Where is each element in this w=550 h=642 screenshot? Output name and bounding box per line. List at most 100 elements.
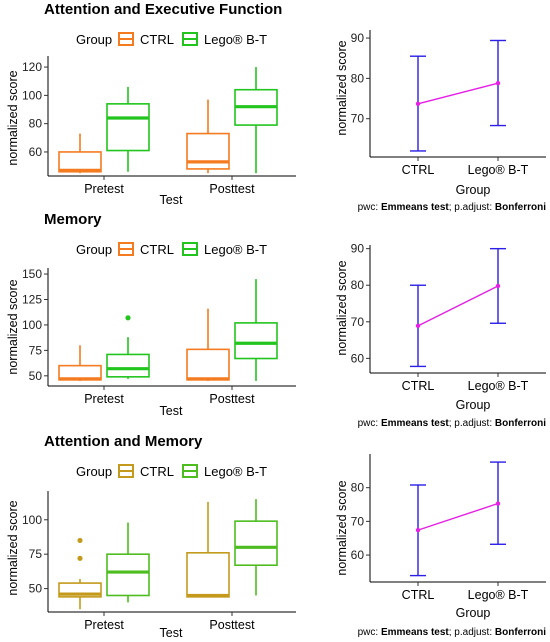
y-tick-label: 100 (22, 88, 42, 102)
y-axis-label: normalized score (335, 260, 349, 355)
y-axis-label: normalized score (335, 480, 349, 575)
chart-title: Attention and Memory (44, 433, 203, 450)
x-axis-label: Test (160, 193, 183, 207)
box-posttest-ctrl (186, 501, 230, 598)
y-tick-label: 75 (29, 547, 43, 561)
legend-label-lego: Lego® B-T (204, 32, 267, 47)
y-tick-label: 75 (29, 343, 43, 357)
boxplot-memory: Memory Group CTRL Lego® B-T normalized s… (6, 211, 296, 418)
legend-label-ctrl: CTRL (140, 464, 174, 479)
y-tick-label: 60 (29, 145, 43, 159)
x-axis-label: Test (160, 626, 183, 640)
y-tick-label: 70 (351, 315, 365, 329)
mean-connector-line (417, 82, 499, 105)
y-axis-label: normalized score (6, 500, 20, 595)
errorbar-lego (490, 247, 506, 324)
pwc-caption: pwc: Emmeans test; p.adjust: Bonferroni (358, 418, 547, 429)
box-posttest-lego (234, 67, 278, 174)
mean-point (495, 283, 501, 289)
legend-label-ctrl: CTRL (140, 242, 174, 257)
outlier-point (125, 315, 131, 321)
box-pretest-lego (106, 522, 150, 603)
box-pretest-lego (106, 315, 150, 379)
x-tick-label: CTRL (402, 379, 435, 393)
box-posttest-lego (234, 499, 278, 596)
mean-point (415, 323, 421, 329)
boxplot-attention-executive: Attention and Executive Function Group C… (6, 1, 296, 207)
x-tick-label: Pretest (84, 182, 124, 196)
y-tick-label: 90 (351, 242, 365, 256)
legend-title: Group (76, 242, 112, 257)
y-tick-label: 60 (351, 548, 365, 562)
y-axis-label: normalized score (6, 70, 20, 165)
mean-connector-line (417, 502, 499, 531)
box-iqr (106, 103, 150, 152)
errorbar-ctrl (410, 55, 426, 152)
pwc-caption: pwc: Emmeans test; p.adjust: Bonferroni (358, 627, 547, 638)
y-tick-label: 70 (351, 112, 365, 126)
x-tick-label: Posttest (209, 392, 255, 406)
y-tick-label: 50 (29, 582, 43, 596)
legend-title: Group (76, 32, 112, 47)
box-iqr (186, 552, 230, 598)
box-posttest-lego (234, 279, 278, 381)
box-iqr (106, 353, 150, 378)
chart-title: Memory (44, 211, 102, 228)
errorbar-attention-executive: normalized score Group pwc: Emmeans test… (335, 30, 546, 213)
x-tick-label: Posttest (209, 182, 255, 196)
legend: Group CTRL Lego® B-T (76, 32, 267, 47)
errorbar-lego (490, 39, 506, 127)
x-tick-label: CTRL (402, 588, 435, 602)
y-tick-label: 125 (22, 292, 42, 306)
legend-label-lego: Lego® B-T (204, 242, 267, 257)
x-tick-label: Pretest (84, 618, 124, 632)
legend-label-ctrl: CTRL (140, 32, 174, 47)
y-tick-label: 100 (22, 318, 42, 332)
y-tick-label: 100 (22, 513, 42, 527)
errorbar-memory: normalized score Group pwc: Emmeans test… (335, 242, 546, 429)
mean-point (415, 101, 421, 106)
x-axis-label: Test (160, 404, 183, 418)
errorbar-ctrl (410, 284, 426, 368)
box-pretest-ctrl (58, 133, 102, 174)
y-tick-label: 60 (351, 351, 365, 365)
outlier-point (77, 537, 83, 544)
chart-title: Attention and Executive Function (44, 1, 282, 18)
boxplot-attention-memory: Attention and Memory Group CTRL Lego® B-… (6, 433, 296, 640)
x-tick-label: Lego® B-T (468, 379, 529, 393)
x-tick-label: Posttest (209, 618, 255, 632)
box-iqr (186, 132, 230, 170)
x-axis-label: Group (456, 398, 491, 412)
errorbar-lego (490, 461, 506, 545)
box-iqr (186, 348, 230, 381)
mean-point (495, 501, 501, 506)
y-tick-label: 80 (351, 481, 365, 495)
errorbar-ctrl (410, 484, 426, 577)
box-pretest-ctrl (58, 537, 102, 610)
y-tick-label: 90 (351, 31, 365, 45)
y-tick-label: 50 (29, 369, 43, 383)
y-tick-label: 150 (22, 267, 42, 281)
box-iqr (234, 322, 278, 360)
x-axis-label: Group (456, 606, 491, 620)
x-tick-label: Lego® B-T (468, 588, 529, 602)
box-pretest-lego (106, 86, 150, 172)
y-tick-label: 80 (351, 278, 365, 292)
legend-label-lego: Lego® B-T (204, 464, 267, 479)
box-posttest-ctrl (186, 99, 230, 174)
x-tick-label: Lego® B-T (468, 163, 529, 177)
box-pretest-ctrl (58, 345, 102, 381)
pwc-caption: pwc: Emmeans test; p.adjust: Bonferroni (358, 202, 547, 213)
box-iqr (106, 553, 150, 597)
box-posttest-ctrl (186, 308, 230, 381)
box-iqr (234, 520, 278, 567)
y-tick-label: 80 (351, 71, 365, 85)
legend-title: Group (76, 464, 112, 479)
y-tick-label: 80 (29, 117, 43, 131)
outlier-point (77, 555, 83, 561)
x-tick-label: CTRL (402, 163, 435, 177)
x-axis-label: Group (456, 183, 491, 197)
mean-point (415, 527, 421, 533)
legend: Group CTRL Lego® B-T (76, 464, 267, 479)
